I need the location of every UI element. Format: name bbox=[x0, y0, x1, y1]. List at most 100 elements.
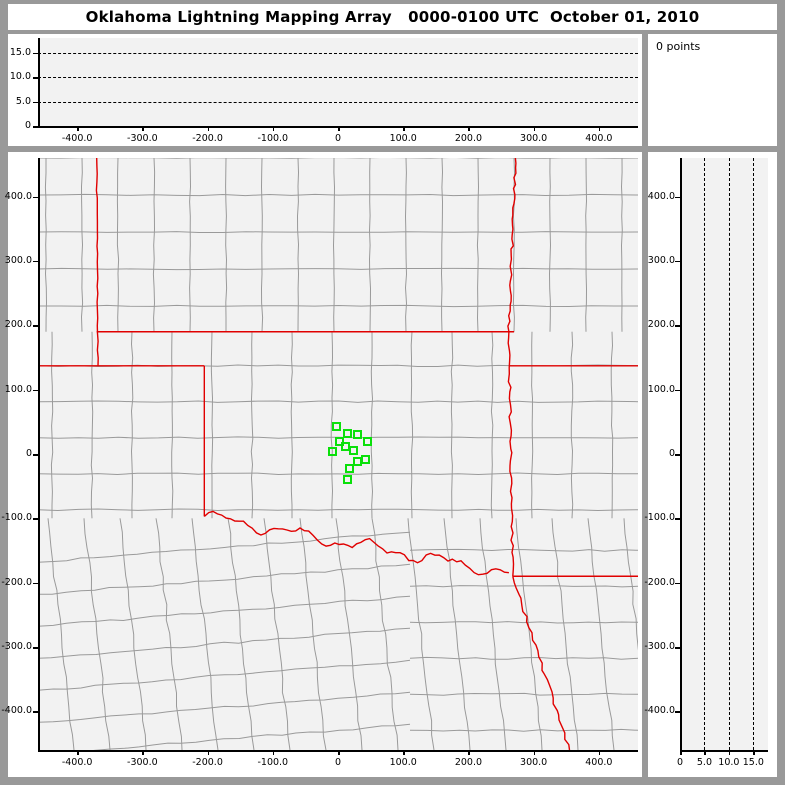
y-tick-mark bbox=[33, 518, 38, 520]
altitude-north-south-plot-area[interactable] bbox=[680, 158, 768, 750]
county-line bbox=[38, 563, 411, 595]
county-line bbox=[490, 331, 494, 519]
y-tick-mark bbox=[33, 52, 38, 55]
y-tick-mark bbox=[675, 389, 680, 392]
x-tick-label: -300.0 bbox=[127, 133, 158, 144]
county-line bbox=[409, 621, 638, 624]
x-tick-label: 100.0 bbox=[389, 133, 417, 144]
county-line bbox=[409, 692, 638, 696]
x-tick-mark bbox=[338, 750, 340, 755]
y-tick-label: -200.0 bbox=[1, 576, 32, 588]
x-tick-mark bbox=[753, 750, 755, 755]
x-tick-label: -100.0 bbox=[257, 757, 289, 768]
county-line bbox=[407, 518, 435, 750]
county-line bbox=[610, 331, 614, 519]
county-line bbox=[90, 331, 94, 519]
lma-station-marker bbox=[342, 475, 352, 485]
lma-station-marker bbox=[343, 428, 353, 438]
lma-station-marker bbox=[360, 454, 370, 464]
county-line bbox=[551, 518, 579, 750]
y-tick-label: 0 bbox=[25, 448, 32, 459]
county-line bbox=[38, 627, 411, 659]
county-line bbox=[623, 518, 638, 651]
lma-station-marker bbox=[353, 457, 363, 467]
map-geography bbox=[38, 158, 638, 750]
y-tick-label: 200.0 bbox=[4, 319, 32, 331]
county-line bbox=[227, 518, 255, 750]
x-tick-label: 300.0 bbox=[520, 757, 548, 768]
x-tick-mark bbox=[533, 750, 536, 755]
x-tick-label: 10.0 bbox=[718, 757, 740, 768]
county-line bbox=[250, 331, 254, 519]
plan-view-map-panel[interactable]: 400.0 300.0 200.0 100.0 0 -100.0 -200.0 -300.0 -… bbox=[1, 152, 642, 777]
lma-station-marker bbox=[353, 430, 363, 440]
x-tick-label: 300.0 bbox=[520, 133, 548, 144]
y-tick-mark bbox=[33, 260, 38, 263]
county-line bbox=[409, 656, 638, 660]
x-tick-label: 400.0 bbox=[585, 757, 613, 768]
county-line bbox=[410, 331, 414, 519]
county-line bbox=[330, 331, 334, 519]
county-line bbox=[296, 158, 300, 332]
x-tick-label: -100.0 bbox=[257, 133, 289, 144]
y-tick-mark bbox=[33, 711, 38, 713]
x-tick-mark bbox=[468, 750, 470, 755]
county-line bbox=[299, 518, 327, 750]
gridline-vertical bbox=[728, 158, 730, 750]
altitude-north-south-panel[interactable]: 0 5.0 10.0 15.0 400.0 300.0 200.0 100.0 0 -100.0 -… bbox=[644, 152, 777, 777]
gridline-horizontal bbox=[38, 77, 638, 79]
page-title: Oklahoma Lightning Mapping Array 0000-01… bbox=[85, 8, 700, 26]
y-tick-mark bbox=[33, 325, 38, 327]
altitude-east-west-panel[interactable]: 0 5.0 10.0 15.0 -400.0 -300.0 -200.0 -100.0 0 100… bbox=[8, 34, 642, 146]
y-axis-line bbox=[38, 158, 40, 750]
x-tick-mark bbox=[533, 126, 536, 131]
x-tick-label: -200.0 bbox=[192, 133, 223, 144]
county-line bbox=[210, 331, 214, 519]
x-tick-mark bbox=[207, 126, 210, 131]
points-info-box: 0 points bbox=[648, 34, 777, 146]
y-tick-mark bbox=[675, 325, 680, 327]
y-tick-label: -400.0 bbox=[644, 705, 675, 717]
y-tick-label: 400.0 bbox=[647, 190, 675, 202]
y-tick-label: -400.0 bbox=[1, 705, 32, 717]
county-line bbox=[189, 158, 192, 332]
y-tick-label: 10.0 bbox=[9, 71, 31, 83]
altitude-east-west-plot-area[interactable] bbox=[38, 38, 638, 126]
x-tick-label: -400.0 bbox=[61, 757, 93, 768]
y-tick-mark bbox=[33, 77, 38, 79]
y-tick-mark bbox=[675, 647, 680, 649]
x-tick-label: 0 bbox=[334, 133, 342, 144]
county-line bbox=[152, 158, 156, 332]
county-line bbox=[450, 331, 454, 519]
county-line bbox=[38, 595, 411, 627]
x-tick-mark bbox=[403, 750, 405, 755]
county-line bbox=[38, 531, 411, 563]
window-title-bar: Oklahoma Lightning Mapping Array 0000-01… bbox=[8, 4, 777, 30]
gridline-vertical bbox=[753, 158, 755, 750]
x-tick-mark bbox=[272, 126, 275, 131]
y-tick-mark bbox=[33, 454, 38, 456]
county-line bbox=[620, 158, 623, 332]
x-tick-mark bbox=[680, 750, 682, 755]
y-tick-mark bbox=[33, 647, 38, 649]
x-tick-label: 0 bbox=[676, 757, 684, 768]
y-tick-label: 100.0 bbox=[647, 383, 675, 395]
y-tick-label: 100.0 bbox=[4, 383, 32, 395]
y-axis-line bbox=[680, 158, 682, 750]
y-tick-label: 300.0 bbox=[4, 254, 32, 266]
y-tick-label: -300.0 bbox=[1, 641, 32, 653]
county-line bbox=[332, 158, 336, 332]
state-border-red-river bbox=[203, 510, 509, 576]
plan-view-map-plot-area[interactable] bbox=[38, 158, 638, 750]
county-line bbox=[548, 158, 552, 332]
county-line bbox=[38, 231, 638, 233]
y-tick-mark bbox=[675, 582, 680, 585]
x-tick-label: -200.0 bbox=[192, 757, 223, 768]
county-line bbox=[409, 548, 638, 552]
lma-station-marker bbox=[335, 436, 345, 446]
county-line bbox=[263, 518, 291, 750]
y-tick-mark bbox=[33, 101, 38, 104]
y-tick-mark bbox=[675, 260, 680, 263]
y-tick-mark bbox=[675, 454, 680, 456]
county-line bbox=[404, 158, 408, 332]
